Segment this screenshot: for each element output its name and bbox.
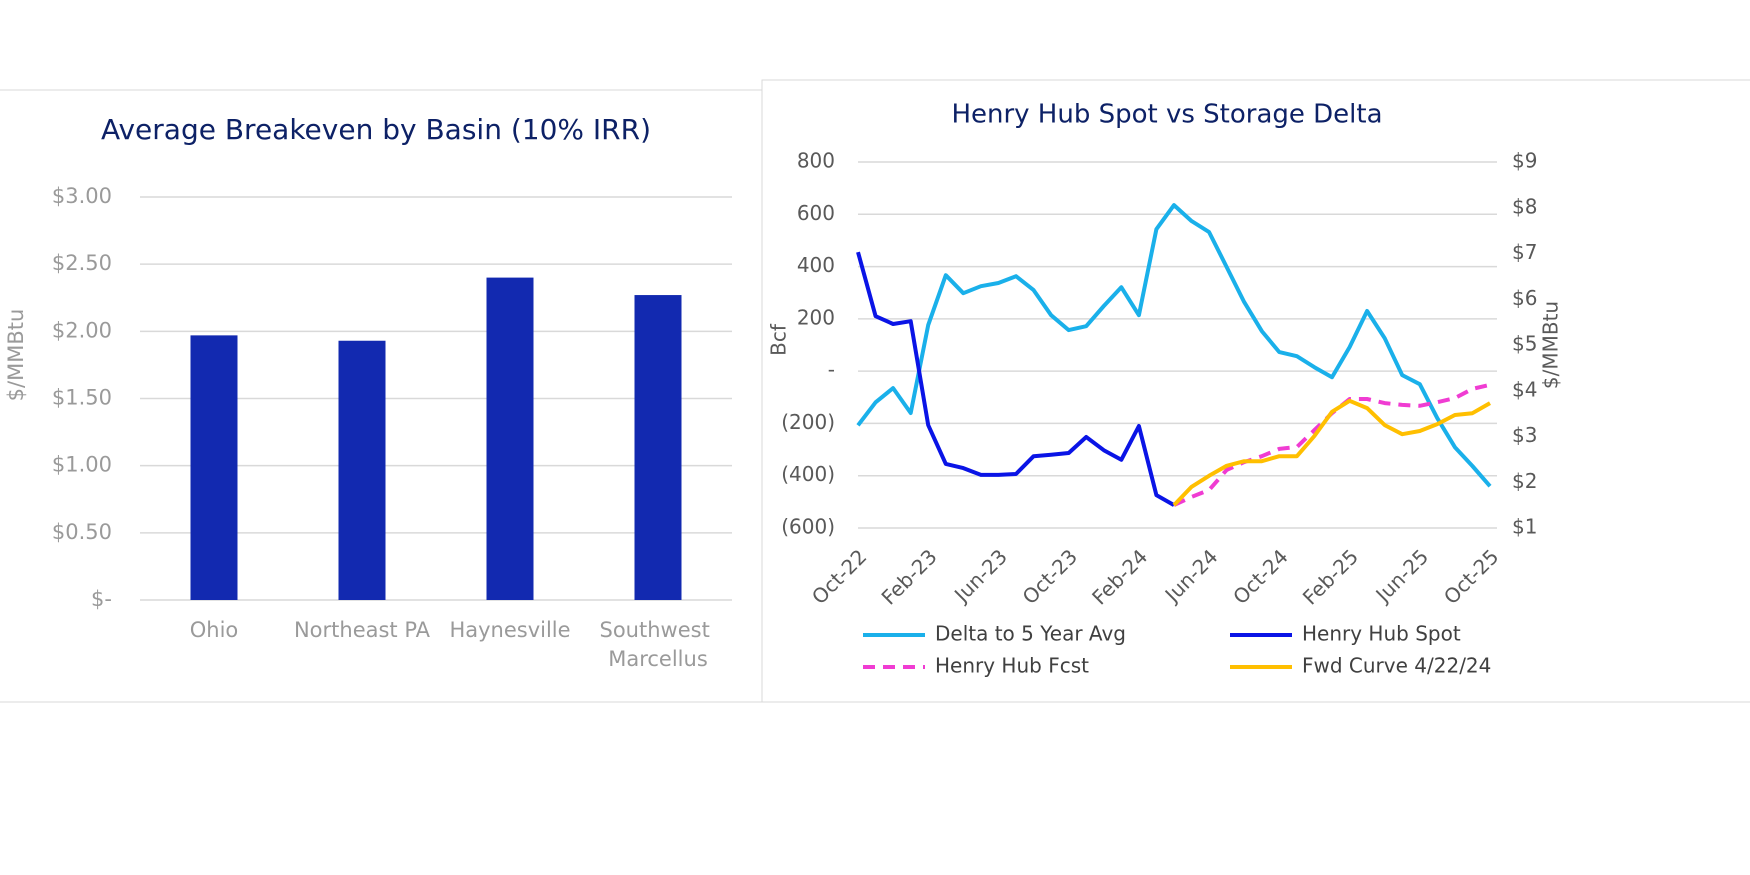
y-tick-label: $0.50 bbox=[52, 520, 112, 544]
y2-axis-label: $/MMBtu bbox=[1539, 301, 1563, 389]
legend-label: Henry Hub Spot bbox=[1302, 622, 1461, 646]
y2-tick-label: $9 bbox=[1512, 149, 1537, 173]
series-line bbox=[856, 203, 1492, 488]
y-tick-label: - bbox=[828, 358, 835, 382]
y-tick-label: $1.50 bbox=[52, 386, 112, 410]
y-tick-label: $2.50 bbox=[52, 251, 112, 275]
y-tick-label: 400 bbox=[797, 253, 835, 277]
y-tick-label: $2.00 bbox=[52, 318, 112, 342]
x-tick-label: Haynesville bbox=[449, 618, 570, 642]
y-tick-label: (400) bbox=[781, 462, 835, 486]
legend-label: Fwd Curve 4/22/24 bbox=[1302, 654, 1491, 678]
series-line bbox=[856, 251, 1175, 507]
bar bbox=[634, 295, 682, 600]
y-axis-label: $/MMBtu bbox=[4, 309, 28, 402]
y2-tick-label: $3 bbox=[1512, 423, 1537, 447]
bar bbox=[190, 335, 238, 600]
y-axis-label: Bcf bbox=[767, 323, 791, 356]
y2-tick-label: $6 bbox=[1512, 286, 1537, 310]
y-tick-label: 800 bbox=[797, 149, 835, 173]
y-tick-label: 200 bbox=[797, 305, 835, 329]
y2-tick-label: $4 bbox=[1512, 377, 1537, 401]
line-panel bbox=[761, 79, 1750, 703]
x-tick-label: Ohio bbox=[190, 618, 239, 642]
y2-tick-label: $1 bbox=[1512, 515, 1537, 539]
y2-tick-label: $2 bbox=[1512, 469, 1537, 493]
x-tick-label: Southwest Marcellus bbox=[600, 618, 717, 671]
y-tick-label: (600) bbox=[781, 515, 835, 539]
y2-tick-label: $5 bbox=[1512, 332, 1537, 356]
y-tick-label: $- bbox=[91, 587, 112, 611]
bar bbox=[486, 277, 534, 600]
y-tick-label: (200) bbox=[781, 410, 835, 434]
chart-title: Henry Hub Spot vs Storage Delta bbox=[951, 100, 1382, 130]
y-tick-label: $1.00 bbox=[52, 453, 112, 477]
y-tick-label: 600 bbox=[797, 201, 835, 225]
x-tick-label: Northeast PA bbox=[294, 618, 431, 642]
series-line bbox=[1172, 398, 1491, 507]
chart-title: Average Breakeven by Basin (10% IRR) bbox=[101, 113, 651, 146]
bar bbox=[338, 340, 386, 600]
legend-label: Delta to 5 Year Avg bbox=[935, 622, 1126, 646]
legend-label: Henry Hub Fcst bbox=[935, 654, 1089, 678]
y-tick-label: $3.00 bbox=[52, 184, 112, 208]
y2-tick-label: $7 bbox=[1512, 240, 1537, 264]
y2-tick-label: $8 bbox=[1512, 194, 1537, 218]
